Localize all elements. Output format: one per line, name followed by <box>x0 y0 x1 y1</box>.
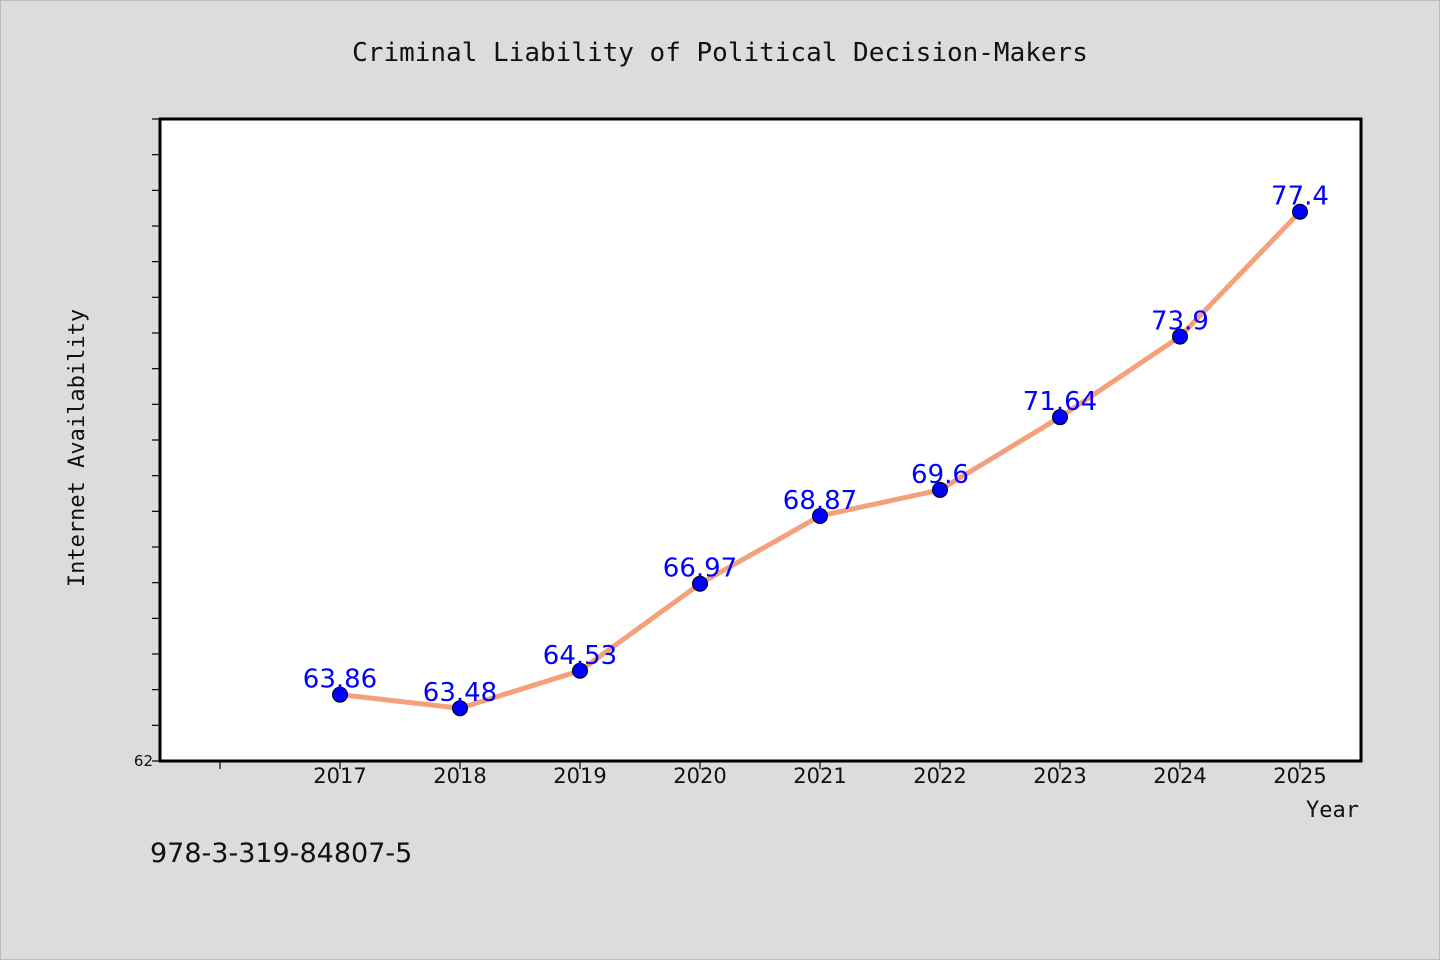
data-point <box>572 662 588 679</box>
data-label: 66.97 <box>663 554 737 584</box>
y-tick-label: 62 <box>134 752 153 770</box>
data-label: 68.87 <box>783 486 857 516</box>
chart-title: Criminal Liability of Political Decision… <box>352 38 1088 68</box>
x-tick-label: 2025 <box>1273 764 1326 788</box>
axis-ticks: 2017 2018 2019 2020 2021 2022 2023 2024 2025 <box>152 118 1327 788</box>
x-tick-label: 2018 <box>433 764 486 788</box>
plot-area <box>158 117 1363 763</box>
x-tick-label: 2017 <box>313 764 366 788</box>
x-tick-label: 2023 <box>1033 764 1086 788</box>
data-label: 64.53 <box>543 641 617 671</box>
data-point <box>812 507 828 524</box>
data-point <box>932 481 948 498</box>
data-label: 63.86 <box>303 665 377 695</box>
x-tick-label: 2020 <box>673 764 726 788</box>
data-label: 69.6 <box>911 460 969 490</box>
x-tick-label: 2019 <box>553 764 606 788</box>
series-layer: 63.86 63.48 64.53 66.97 68.87 69.6 71.64 73.9 77… <box>303 182 1329 717</box>
data-point <box>452 700 468 717</box>
footer-identifier: 978-3-319-84807-5 <box>150 838 412 869</box>
data-point <box>692 575 708 592</box>
data-point <box>332 686 348 703</box>
data-point <box>1052 409 1068 426</box>
x-tick-label: 2024 <box>1153 764 1206 788</box>
data-label: 71.64 <box>1023 387 1097 417</box>
x-axis-title: Year <box>1306 798 1359 823</box>
data-label: 73.9 <box>1151 307 1209 337</box>
data-label: 63.48 <box>423 678 497 708</box>
data-point <box>1292 203 1308 220</box>
x-tick-label: 2021 <box>793 764 846 788</box>
data-label: 77.4 <box>1271 182 1329 212</box>
y-axis-title: Internet Availability <box>65 309 90 587</box>
data-point <box>1172 328 1188 345</box>
x-tick-label: 2022 <box>913 764 966 788</box>
